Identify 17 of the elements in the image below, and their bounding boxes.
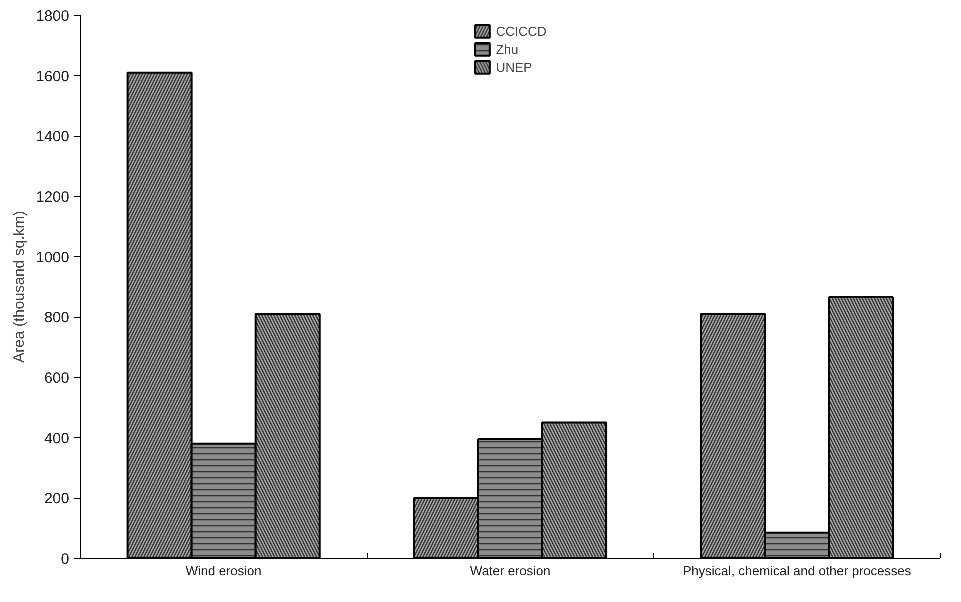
y-tick-label: 1800 [36,8,70,25]
legend-label: Zhu [496,42,519,56]
y-tick-label: 0 [61,551,70,568]
y-tick-label: 1000 [36,249,70,266]
x-tick-label: Physical, chemical and other processes [683,564,912,578]
y-tick-label: 600 [44,370,70,387]
y-tick-label: 1600 [36,68,70,86]
x-tick-label: Wind erosion [186,564,262,578]
y-tick-label: 1400 [36,128,70,146]
legend-label: UNEP [496,60,532,74]
y-tick-label: 400 [44,430,70,448]
legend-label: CCICCD [496,24,547,38]
y-axis-title: Area (thousand sq.km) [11,211,28,363]
y-tick-label: 200 [44,490,70,508]
x-tick-label: Water erosion [470,564,551,578]
y-tick-label: 800 [44,310,70,327]
y-tick-label: 1200 [36,189,70,206]
